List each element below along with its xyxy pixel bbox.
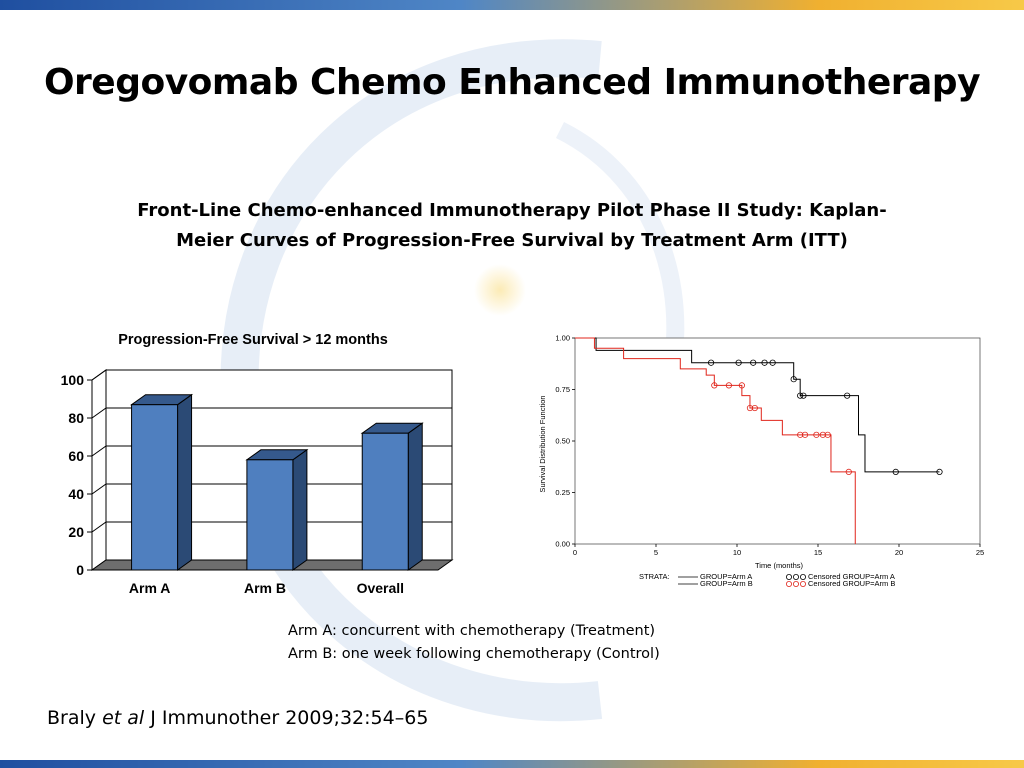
- km-censor-mark: [819, 431, 826, 438]
- bar-chart-y-tick-labels: 0 20 40 60 80 100: [61, 372, 85, 578]
- km-axes: [572, 337, 981, 547]
- bar-chart-y-tick-label: 80: [68, 410, 84, 426]
- km-x-tick-label: 0: [573, 548, 577, 557]
- bar-side: [292, 448, 308, 571]
- bar-side: [177, 393, 193, 571]
- bar-side: [407, 422, 423, 571]
- km-censor-mark: [936, 468, 943, 475]
- km-legend-strata-label: STRATA:: [639, 572, 670, 581]
- bar-chart-x-tick-label: Arm B: [244, 580, 286, 596]
- note-arm-b: Arm B: one week following chemotherapy (…: [288, 646, 660, 662]
- km-y-tick-label: 0.25: [555, 488, 570, 497]
- bar-chart-y-tick-label: 60: [68, 448, 84, 464]
- kaplan-meier-chart: 0.00 0.25 0.50 0.75 1.00 0 5 10 15 20 25 Time (mo…: [538, 334, 984, 588]
- bar-arm-b: [245, 448, 309, 571]
- bar-chart-gridline: [91, 445, 452, 457]
- top-color-band: [0, 0, 1024, 10]
- km-x-tick-label: 10: [733, 548, 741, 557]
- bar-chart-title: Progression-Free Survival > 12 months: [118, 332, 388, 348]
- bar-chart-x-tick-label: Arm A: [129, 580, 171, 596]
- arm-notes: Arm A: concurrent with chemotherapy (Tre…: [288, 620, 660, 666]
- bar-chart-bars: [130, 393, 424, 571]
- km-series-arm-b: [575, 337, 856, 544]
- bar-chart-x-tick-label: Overall: [357, 580, 404, 596]
- subtitle-line-2: Meier Curves of Progression-Free Surviva…: [176, 230, 848, 251]
- km-censor-mark: [735, 359, 742, 366]
- bar-overall: [360, 422, 424, 571]
- subtitle-line-1: Front-Line Chemo-enhanced Immunotherapy …: [137, 200, 887, 221]
- citation-author: Braly: [47, 707, 103, 729]
- km-censor-mark: [761, 359, 768, 366]
- km-censor-mark: [769, 359, 776, 366]
- bar-front: [361, 432, 409, 571]
- km-censor-mark: [746, 404, 754, 412]
- citation: Braly et al J Immunother 2009;32:54–65: [47, 707, 428, 729]
- km-y-tick-labels: 0.00 0.25 0.50 0.75 1.00: [555, 334, 570, 549]
- km-x-tick-label: 20: [895, 548, 903, 557]
- bar-chart-side-wall: [91, 369, 107, 571]
- km-series: [575, 337, 943, 544]
- km-x-tick-label: 25: [976, 548, 984, 557]
- km-censor-mark: [725, 382, 732, 389]
- km-censor-mark: [800, 392, 807, 399]
- km-censor-mark: [707, 359, 715, 366]
- km-censor-mark: [892, 468, 899, 475]
- bar-chart-gridline: [91, 483, 452, 495]
- slide-subtitle: Front-Line Chemo-enhanced Immunotherapy …: [112, 196, 912, 256]
- km-legend-arm-a-text: GROUP=Arm A: [700, 572, 752, 581]
- km-censor-mark: [813, 431, 820, 438]
- km-y-tick-label: 0.00: [555, 540, 570, 549]
- bar-chart-y-tick-label: 20: [68, 524, 84, 540]
- km-plot-frame: [574, 337, 981, 545]
- bar-chart-gridline: [91, 369, 452, 381]
- km-censor-mark: [801, 431, 809, 438]
- km-censor-mark: [797, 392, 804, 399]
- note-arm-a: Arm A: concurrent with chemotherapy (Tre…: [288, 623, 656, 639]
- km-censor-mark: [711, 382, 718, 389]
- bar-front: [131, 404, 179, 571]
- km-survival-curve: [575, 337, 856, 544]
- km-x-tick-label: 5: [654, 548, 658, 557]
- km-y-tick-label: 0.75: [555, 385, 570, 394]
- km-x-axis-label: Time (months): [755, 561, 804, 570]
- km-series-arm-a: [575, 337, 943, 475]
- bar-chart-gridline: [91, 407, 452, 419]
- km-legend-arm-a-censored-text: Censored GROUP=Arm A: [808, 572, 895, 581]
- km-censor-mark: [845, 468, 852, 475]
- bar-arm-a: [130, 393, 194, 571]
- km-censor-mark: [844, 392, 851, 399]
- km-survival-curve: [575, 337, 940, 473]
- pfs-bar-chart: Progression-Free Survival > 12 months 0 2…: [61, 332, 454, 596]
- km-x-tick-labels: 0 5 10 15 20 25: [573, 548, 984, 557]
- km-censor-mark: [824, 431, 831, 438]
- bar-chart-y-tick-label: 0: [76, 562, 84, 578]
- km-y-axis-label: Survival Distribution Function: [538, 395, 547, 492]
- km-censor-mark: [790, 376, 797, 383]
- bar-chart-gridline: [91, 521, 452, 533]
- bar-chart-y-tick-label: 40: [68, 486, 84, 502]
- citation-journal: J Immunother 2009;32:54–65: [144, 707, 429, 729]
- bottom-color-band: [0, 760, 1024, 768]
- km-censor-mark: [751, 404, 758, 412]
- km-legend: STRATA: GROUP=Arm A GROUP=Arm B Censored…: [639, 572, 895, 588]
- km-legend-arm-a-censor-symbols: [785, 573, 806, 580]
- km-censor-mark: [797, 431, 804, 438]
- km-legend-arm-b-censored-text: Censored GROUP=Arm B: [808, 579, 895, 588]
- km-legend-arm-b-text: GROUP=Arm B: [700, 579, 753, 588]
- slide-title: Oregovomab Chemo Enhanced Immunotherapy: [43, 62, 981, 103]
- km-legend-arm-b-censor-symbols: [785, 580, 806, 587]
- km-y-tick-label: 1.00: [555, 334, 570, 343]
- km-y-tick-label: 0.50: [555, 437, 570, 446]
- citation-et-al: et al: [102, 707, 145, 729]
- km-censor-mark: [750, 359, 757, 366]
- bar-chart-x-tick-labels: Arm A Arm B Overall: [129, 580, 404, 596]
- km-x-tick-label: 15: [814, 548, 822, 557]
- bar-chart-y-tick-label: 100: [61, 372, 85, 388]
- km-censor-mark: [738, 382, 745, 389]
- bar-front: [246, 459, 294, 571]
